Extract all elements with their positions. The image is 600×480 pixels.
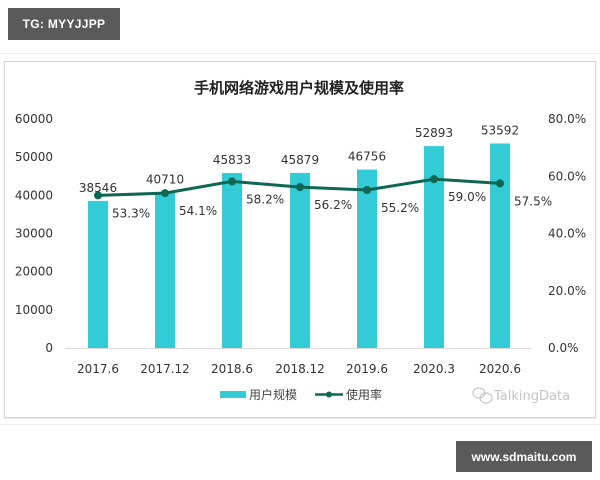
bar-value-label: 45833 <box>213 153 251 167</box>
left-axis: 0 10000 20000 30000 40000 50000 60000 <box>15 112 53 355</box>
x-axis-tick-label: 2019.6 <box>346 362 388 376</box>
bar <box>490 143 510 348</box>
bar-value-label: 53592 <box>481 123 519 137</box>
line-series-usage-rate <box>94 175 504 200</box>
bar-value-label: 46756 <box>348 150 386 164</box>
left-axis-tick-label: 40000 <box>15 188 53 202</box>
right-axis-tick-label: 80.0% <box>548 112 586 126</box>
x-axis-tick-label: 2020.3 <box>413 362 455 376</box>
right-axis-tick-label: 0.0% <box>548 341 579 355</box>
legend: 用户规模 使用率 <box>220 387 382 402</box>
x-axis-tick-label: 2018.6 <box>211 362 253 376</box>
line-value-label: 58.2% <box>246 192 284 206</box>
right-axis-tick-label: 60.0% <box>548 169 586 183</box>
legend-bar-swatch <box>220 391 246 398</box>
legend-line-marker <box>326 391 332 398</box>
bar <box>88 200 108 348</box>
bar-value-label: 45879 <box>281 153 319 167</box>
x-axis-tick-label: 2020.6 <box>479 362 521 376</box>
right-axis: 0.0% 20.0% 40.0% 60.0% 80.0% <box>548 112 586 355</box>
line-marker <box>94 191 102 200</box>
bar-value-label: 40710 <box>146 173 184 187</box>
line-value-label: 57.5% <box>514 194 552 208</box>
watermark-top-tag: TG: MYYJJPP <box>8 8 120 40</box>
line-value-label: 53.3% <box>112 206 150 220</box>
line-marker <box>430 175 438 184</box>
line-marker <box>161 189 169 198</box>
left-axis-tick-label: 0 <box>45 341 53 355</box>
source-logo-text: TalkingData <box>493 389 570 404</box>
legend-item-user-scale: 用户规模 <box>220 387 297 402</box>
line-marker <box>296 183 304 192</box>
left-axis-tick-label: 50000 <box>15 150 53 164</box>
line-value-label: 54.1% <box>179 204 217 218</box>
line-value-label: 55.2% <box>381 201 419 215</box>
bar <box>290 172 310 348</box>
bar-value-label: 38546 <box>79 181 117 195</box>
right-axis-tick-label: 40.0% <box>548 227 586 241</box>
line-value-label: 56.2% <box>314 198 352 212</box>
right-axis-tick-label: 20.0% <box>548 284 586 298</box>
bar-series-user-scale <box>88 143 510 348</box>
line-marker <box>363 185 371 194</box>
x-axis-tick-label: 2017.6 <box>77 362 119 376</box>
line-value-labels: 53.3% 54.1% 58.2% 56.2% 55.2% 59.0% 57.5% <box>112 190 552 220</box>
watermark-bottom-tag: www.sdmaitu.com <box>456 441 592 472</box>
chart-title: 手机网络游戏用户规模及使用率 <box>194 79 404 97</box>
bar <box>155 192 175 348</box>
source-logo: TalkingData <box>472 387 570 404</box>
line-marker <box>228 177 236 186</box>
x-axis-ticks: 2017.6 2017.12 2018.6 2018.12 2019.6 2020.3 20… <box>77 362 521 376</box>
bar-value-label: 52893 <box>415 126 453 140</box>
divider-bottom <box>0 424 600 425</box>
line-marker <box>496 179 504 188</box>
bar <box>424 146 444 348</box>
left-axis-tick-label: 20000 <box>15 265 53 279</box>
x-axis-tick-label: 2018.12 <box>275 362 325 376</box>
bar <box>222 173 242 348</box>
left-axis-tick-label: 30000 <box>15 227 53 241</box>
line-value-label: 59.0% <box>448 190 486 204</box>
divider-top <box>0 53 600 54</box>
legend-label-usage-rate: 使用率 <box>346 387 382 402</box>
wechat-icon <box>472 387 493 404</box>
left-axis-tick-label: 60000 <box>15 112 53 126</box>
bar-value-labels: 38546 40710 45833 45879 46756 52893 53592 <box>79 123 519 194</box>
legend-label-user-scale: 用户规模 <box>249 387 297 402</box>
left-axis-tick-label: 10000 <box>15 303 53 317</box>
x-axis-tick-label: 2017.12 <box>140 362 190 376</box>
legend-item-usage-rate: 使用率 <box>315 387 382 402</box>
bar <box>357 169 377 348</box>
